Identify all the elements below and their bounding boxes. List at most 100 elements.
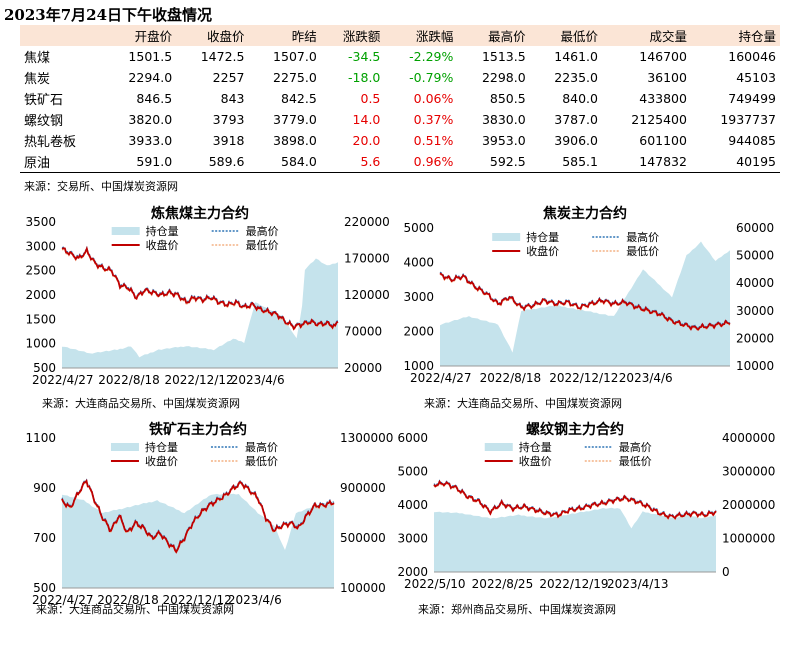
table-cell: 3793: [212, 112, 245, 127]
y2-tick-label: 30000: [736, 304, 774, 318]
rebar-chart: 2000 3000 4000 5000 6000 0 1000000 2000000 30000…: [397, 421, 775, 591]
table-source-note: 来源：交易所、中国煤炭资源网: [24, 180, 178, 193]
x-tick-label: 2022/4/27: [32, 593, 94, 607]
table-header-cell: 开盘价: [103, 25, 177, 46]
table-cell: 3918: [212, 133, 245, 148]
table-cell: 160046: [728, 49, 776, 64]
x-tick-label: 2022/12/19: [539, 577, 608, 591]
y-tick-label: 5000: [403, 221, 434, 235]
legend-label: 最高价: [626, 230, 659, 244]
table-cell: 146700: [639, 49, 687, 64]
x-tick-label: 2022/5/10: [404, 577, 466, 591]
table-cell: 14.0: [352, 112, 381, 127]
legend-label: 收盘价: [519, 454, 552, 468]
y2-tick-label: 500000: [340, 531, 386, 545]
table-cell: 0.37%: [413, 112, 454, 127]
table-cell: 0.51%: [413, 133, 454, 148]
legend-label: 最高价: [246, 224, 279, 238]
y2-tick-label: 1300000: [340, 431, 393, 445]
x-tick-label: 2022/8/18: [97, 593, 159, 607]
table-cell: 2298.0: [481, 70, 526, 85]
table-cell: 36100: [647, 70, 687, 85]
table-cell: 601100: [639, 133, 687, 148]
y-tick-label: 2000: [25, 288, 56, 302]
y-tick-label: 500: [33, 581, 56, 595]
legend-swatch-open-interest: [492, 233, 521, 241]
table-header-cell: 涨跌幅: [384, 25, 458, 46]
y2-tick-label: 1000000: [722, 532, 775, 546]
table-cell: 45103: [736, 70, 776, 85]
table-cell: 2235.0: [554, 70, 598, 85]
y-tick-label: 4000: [403, 256, 434, 270]
open-interest-area: [62, 493, 334, 588]
table-cell: 热轧卷板: [24, 135, 77, 150]
table-cell: 850.5: [489, 91, 526, 106]
table-cell: -0.79%: [409, 70, 454, 85]
y2-tick-label: 20000: [344, 361, 382, 375]
y-tick-label: 700: [33, 531, 56, 545]
close-price-line: [61, 245, 339, 331]
coke-chart: 1000 2000 3000 4000 5000 10000 20000 30000 40000…: [403, 205, 774, 385]
table-header-cell: 收盘价: [176, 25, 249, 46]
legend-label: 最低价: [626, 245, 659, 258]
table-cell: 842.5: [281, 91, 317, 106]
x-tick-label: 2022/12/12: [164, 373, 233, 387]
table-header-row: 开盘价 收盘价 昨结 涨跌额 涨跌幅 最高价 最低价 成交量 持仓量: [20, 25, 780, 46]
table-row: 原油 591.0 589.6 584.0 5.6 0.96% 592.5 585…: [20, 151, 780, 173]
table-cell: 3953.0: [481, 133, 526, 148]
x-tick-label: 2022/8/25: [472, 577, 534, 591]
table-cell: 焦炭: [24, 72, 51, 87]
close-price-line: [439, 272, 731, 331]
y2-tick-label: 100000: [340, 581, 386, 595]
table-cell: 0.06%: [413, 91, 454, 106]
table-cell: 843: [220, 91, 245, 106]
y-tick-label: 900: [33, 481, 56, 495]
x-tick-label: 2023/4/6: [231, 373, 285, 387]
y-tick-label: 500: [33, 361, 56, 375]
table-header-cell: 最低价: [529, 25, 602, 46]
table-cell: 1472.5: [200, 49, 245, 64]
table-cell: 433800: [639, 91, 687, 106]
table-cell: 3933.0: [128, 133, 173, 148]
table-cell: 2275.0: [273, 70, 317, 85]
legend-label: 持仓量: [519, 440, 552, 454]
low-price-line: [61, 248, 339, 332]
y2-tick-label: 60000: [736, 221, 774, 235]
y-tick-label: 3000: [403, 290, 434, 304]
table-cell: 3898.0: [273, 133, 317, 148]
open-interest-area: [62, 258, 338, 368]
table-cell: 3787.0: [554, 112, 598, 127]
x-tick-label: 2022/12/12: [549, 371, 618, 385]
table-cell: 螺纹钢: [24, 114, 64, 129]
table-cell: 2294.0: [128, 70, 173, 85]
table-cell: 焦煤: [24, 51, 51, 66]
y2-tick-label: 900000: [340, 481, 386, 495]
close-price-line: [61, 479, 335, 554]
chart-source-note: 来源：大连商品交易所、中国煤炭资源网: [424, 397, 622, 410]
table-cell: 749499: [728, 91, 776, 106]
table-cell: 2125400: [631, 112, 687, 127]
table-cell: 0.5: [360, 91, 381, 106]
table-cell: -2.29%: [409, 49, 454, 64]
high-price-line: [61, 245, 339, 329]
y2-tick-label: 2000000: [722, 498, 775, 512]
close-price-line: [433, 479, 717, 520]
open-interest-area: [440, 241, 730, 366]
table-header-cell: 昨结: [248, 25, 321, 46]
table-header-cell: [20, 25, 104, 46]
y2-tick-label: 0: [722, 565, 730, 579]
legend-label: 收盘价: [145, 454, 178, 468]
low-price-line: [61, 480, 335, 555]
x-tick-label: 2023/4/6: [619, 371, 673, 385]
y2-tick-label: 40000: [736, 276, 774, 290]
report-title: 2023年7月24日下午收盘情况: [4, 6, 213, 24]
table-cell: 585.1: [529, 151, 602, 173]
table-row: 铁矿石 846.5 843 842.5 0.5 0.06% 850.5 840.…: [20, 88, 780, 109]
legend-swatch-open-interest: [111, 227, 140, 235]
table-header-cell: 涨跌额: [320, 25, 385, 46]
x-tick-label: 2022/12/12: [163, 593, 232, 607]
table-header-cell: 成交量: [602, 25, 691, 46]
y2-tick-label: 50000: [736, 249, 774, 263]
y-tick-label: 3000: [25, 239, 56, 253]
coking-coal-chart: 500 1000 1500 2000 2500 3000 3500 20000 70000 120…: [25, 205, 389, 387]
